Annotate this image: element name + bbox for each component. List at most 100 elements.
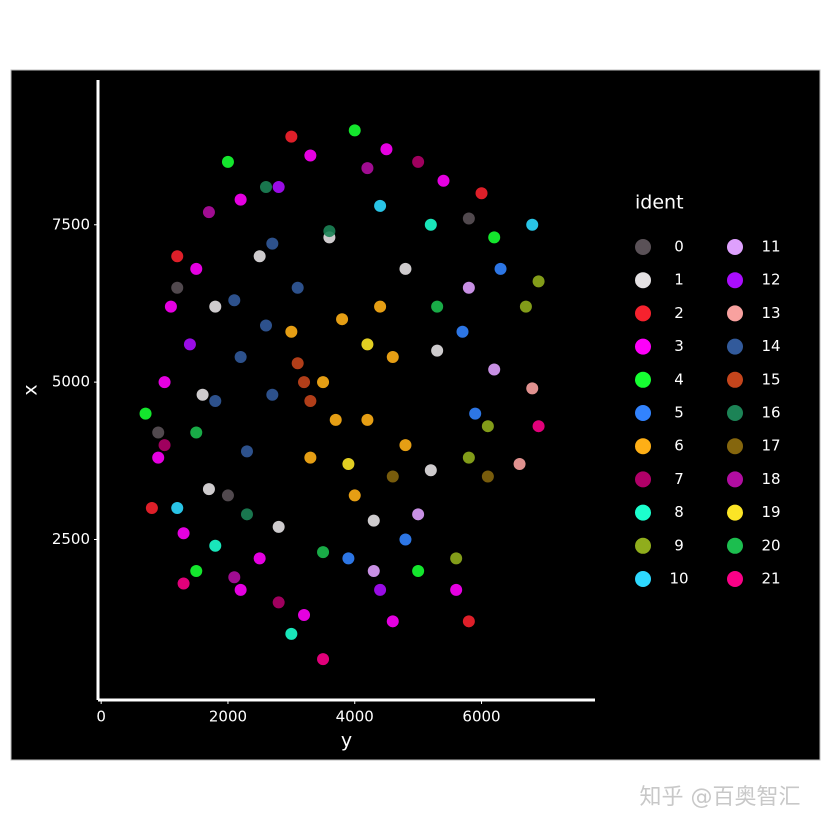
point [424, 218, 437, 231]
point [342, 457, 355, 470]
point [272, 181, 285, 194]
point [196, 388, 209, 401]
y-tick-label: 5000 [52, 373, 90, 391]
legend-label: 5 [674, 404, 684, 422]
legend-swatch [635, 405, 651, 421]
point [481, 420, 494, 433]
legend-swatch [727, 239, 743, 255]
point [367, 564, 380, 577]
point [164, 300, 177, 313]
point [323, 225, 336, 238]
point [374, 199, 387, 212]
point [329, 413, 342, 426]
point [177, 527, 190, 540]
point [348, 489, 361, 502]
point [361, 413, 374, 426]
legend-label: 15 [761, 370, 780, 388]
point [177, 577, 190, 590]
point [519, 300, 532, 313]
point [304, 395, 317, 408]
point [494, 262, 507, 275]
point [488, 231, 501, 244]
point [532, 420, 545, 433]
point [190, 564, 203, 577]
legend-swatch [635, 504, 651, 521]
point [253, 250, 266, 263]
point [209, 300, 222, 313]
point [234, 193, 247, 206]
point [240, 508, 253, 521]
x-tick-label: 4000 [336, 708, 374, 726]
point [367, 514, 380, 527]
point [253, 552, 266, 565]
point [386, 350, 399, 363]
point [399, 262, 412, 275]
legend-swatch [727, 405, 743, 421]
point [317, 653, 330, 666]
point [228, 571, 241, 584]
point [424, 464, 437, 477]
point [488, 363, 501, 376]
point [532, 275, 545, 288]
legend-label: 3 [674, 337, 684, 355]
legend-label: 9 [674, 536, 684, 554]
x-axis-label: y [341, 730, 352, 752]
point [298, 609, 311, 622]
point [209, 539, 222, 552]
legend-label: 16 [761, 404, 780, 422]
x-tick-label: 2000 [209, 708, 247, 726]
point [348, 124, 361, 137]
point [431, 300, 444, 313]
legend-swatch [727, 371, 743, 388]
legend-label: 11 [761, 238, 780, 256]
legend-title: ident [635, 192, 684, 214]
point [380, 143, 393, 156]
point [171, 281, 184, 294]
legend-swatch [635, 338, 651, 355]
point [317, 546, 330, 559]
point [240, 445, 253, 458]
legend-label: 18 [761, 470, 780, 488]
point [158, 439, 171, 452]
point [481, 470, 494, 483]
point [234, 350, 247, 363]
point [171, 502, 184, 515]
point [475, 187, 488, 200]
point [412, 508, 425, 521]
point [456, 325, 469, 338]
legend-swatch [727, 438, 743, 455]
point [386, 470, 399, 483]
point [526, 218, 539, 231]
point [234, 583, 247, 596]
point [272, 596, 285, 609]
point [158, 376, 171, 389]
point [298, 376, 311, 389]
legend-swatch [635, 272, 651, 289]
legend-label: 20 [761, 536, 780, 554]
point [374, 300, 387, 313]
point [183, 338, 196, 351]
point [266, 388, 279, 401]
point [462, 281, 475, 294]
legend-label: 17 [761, 437, 780, 455]
point [139, 407, 152, 420]
point [336, 313, 349, 326]
legend-swatch [727, 504, 743, 521]
watermark: 知乎 @百奥智汇 [640, 785, 801, 810]
point [259, 181, 272, 194]
point [462, 615, 475, 628]
point [399, 439, 412, 452]
point [259, 319, 272, 332]
x-tick-label: 0 [96, 708, 106, 726]
point [291, 357, 304, 370]
legend-label: 7 [674, 470, 684, 488]
point [304, 451, 317, 464]
point [145, 502, 158, 515]
legend-swatch [635, 537, 651, 554]
legend-label: 4 [674, 370, 684, 388]
point [526, 382, 539, 395]
point [221, 155, 234, 168]
point [450, 552, 463, 565]
point [202, 206, 215, 219]
point [317, 376, 330, 389]
